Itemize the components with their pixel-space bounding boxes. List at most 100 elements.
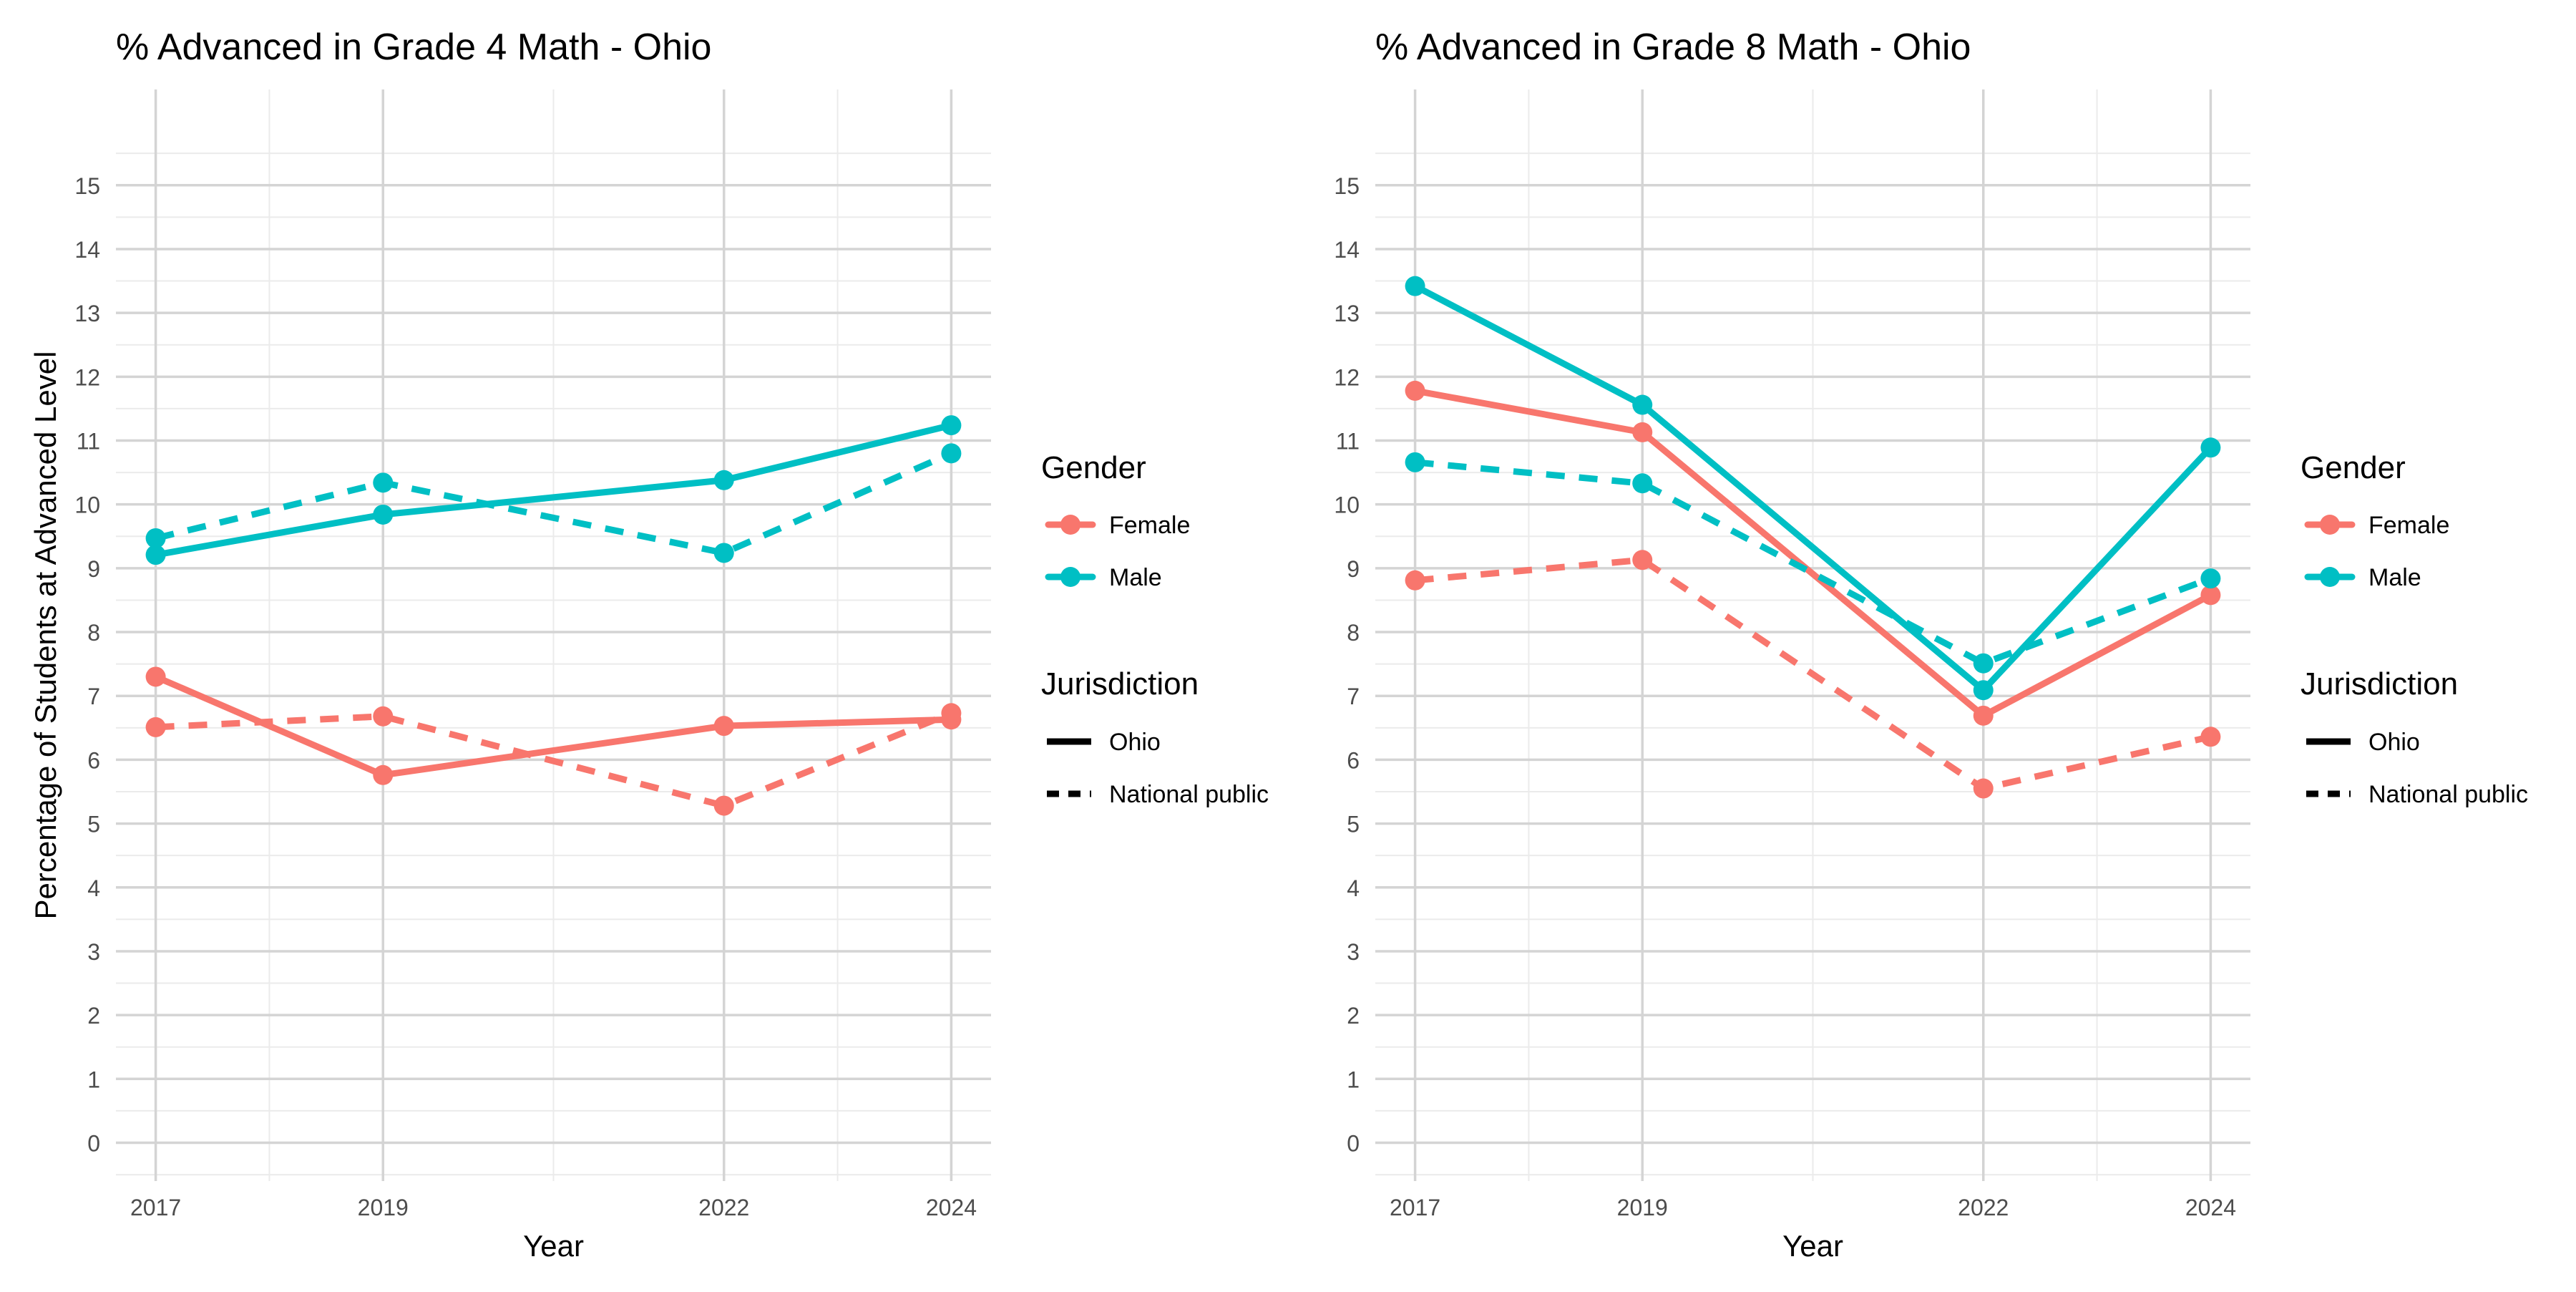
- series-line-male-national-public: [1415, 459, 2212, 667]
- y-tick-label: 12: [74, 364, 100, 390]
- data-point: [373, 504, 394, 525]
- y-tick-label: 6: [1347, 747, 1360, 773]
- x-axis-label: Year: [523, 1229, 584, 1263]
- data-point: [1973, 778, 1994, 799]
- data-point: [1632, 422, 1653, 442]
- data-point: [1632, 550, 1653, 570]
- x-tick-label: 2019: [358, 1195, 409, 1220]
- series-line-female-national-public: [1415, 556, 2212, 792]
- legend-item-male: Male: [2368, 564, 2421, 591]
- data-point: [1405, 452, 1425, 472]
- legend-title-jurisdiction: Jurisdiction: [2301, 666, 2458, 701]
- x-tick-label: 2022: [698, 1195, 749, 1220]
- y-tick-label: 14: [74, 237, 100, 263]
- y-axis-label: Percentage of Students at Advanced Level: [29, 351, 62, 920]
- legend-item-female: Female: [2368, 512, 2449, 539]
- data-point: [941, 703, 962, 724]
- data-point: [1632, 473, 1653, 494]
- y-tick-label: 1: [1347, 1067, 1360, 1092]
- legend-item-national-public: National public: [1109, 781, 1269, 808]
- data-point: [713, 470, 734, 490]
- data-point: [145, 666, 166, 687]
- y-tick-label: 11: [1336, 428, 1360, 454]
- legend-key-point: [2320, 515, 2340, 535]
- data-point: [1405, 570, 1425, 591]
- data-point: [1405, 276, 1425, 296]
- y-tick-label: 4: [1347, 875, 1360, 901]
- legend-item-male: Male: [1109, 564, 1162, 591]
- chart-title: % Advanced in Grade 4 Math - Ohio: [116, 26, 711, 68]
- x-tick-label: 2019: [1617, 1195, 1668, 1220]
- data-point: [145, 545, 166, 565]
- y-tick-label: 8: [87, 620, 100, 646]
- legend-title-jurisdiction: Jurisdiction: [1041, 666, 1199, 701]
- x-tick-label: 2022: [1958, 1195, 2009, 1220]
- series-line-female-national-public: [155, 710, 953, 810]
- data-point: [713, 716, 734, 737]
- data-point: [373, 472, 394, 493]
- y-tick-label: 14: [1334, 237, 1360, 263]
- series-line-male-national-public: [155, 450, 953, 556]
- data-point: [1632, 394, 1653, 415]
- y-tick-label: 13: [1334, 301, 1360, 326]
- data-point: [2200, 437, 2221, 458]
- chart-title: % Advanced in Grade 8 Math - Ohio: [1375, 26, 1971, 68]
- data-point: [941, 443, 962, 464]
- data-point: [941, 415, 962, 436]
- data-point: [713, 795, 734, 816]
- data-point: [373, 706, 394, 727]
- y-tick-label: 5: [87, 812, 100, 837]
- y-tick-label: 10: [1334, 492, 1360, 518]
- legend-title-gender: Gender: [1041, 450, 1146, 485]
- x-tick-label: 2024: [926, 1195, 977, 1220]
- legend-item-ohio: Ohio: [1109, 729, 1161, 756]
- legend-title-gender: Gender: [2301, 450, 2406, 485]
- y-tick-label: 12: [1334, 364, 1360, 390]
- y-tick-label: 11: [77, 428, 100, 454]
- y-tick-label: 13: [74, 301, 100, 326]
- y-tick-label: 0: [1347, 1130, 1360, 1156]
- series-line-male-ohio: [1412, 283, 2214, 694]
- y-tick-label: 0: [87, 1130, 100, 1156]
- y-tick-label: 8: [1347, 620, 1360, 646]
- data-point: [2200, 568, 2221, 589]
- y-tick-label: 5: [1347, 812, 1360, 837]
- data-point: [1973, 680, 1994, 701]
- data-point: [1973, 705, 1994, 726]
- y-tick-label: 9: [1347, 556, 1360, 582]
- data-point: [145, 528, 166, 548]
- y-tick-label: 15: [1334, 173, 1360, 199]
- x-axis-label: Year: [1782, 1229, 1843, 1263]
- y-tick-label: 3: [87, 939, 100, 965]
- data-point: [145, 717, 166, 737]
- legend-key-point: [1060, 567, 1080, 587]
- data-point: [1405, 380, 1425, 401]
- series-line-male-ohio: [152, 422, 955, 558]
- legend-key-point: [1060, 515, 1080, 535]
- x-tick-label: 2017: [1390, 1195, 1440, 1220]
- y-tick-label: 9: [87, 556, 100, 582]
- y-tick-label: 2: [1347, 1003, 1360, 1029]
- legend-key-point: [2320, 567, 2340, 587]
- y-tick-label: 10: [74, 492, 100, 518]
- legend-item-ohio: Ohio: [2368, 729, 2420, 756]
- y-tick-label: 6: [87, 747, 100, 773]
- y-tick-label: 4: [87, 875, 100, 901]
- series-line-female-ohio: [1412, 387, 2214, 719]
- legend: Gender Female Male Jurisdiction Ohio National…: [1041, 450, 1269, 808]
- legend-item-female: Female: [1109, 512, 1190, 539]
- y-tick-label: 7: [1347, 684, 1360, 709]
- legend-item-national-public: National public: [2368, 781, 2528, 808]
- x-tick-label: 2017: [130, 1195, 181, 1220]
- legend: Gender Female Male Jurisdiction Ohio National…: [2301, 450, 2528, 808]
- data-point: [713, 543, 734, 563]
- data-point: [2200, 585, 2221, 606]
- data-point: [373, 764, 394, 785]
- data-point: [2200, 727, 2221, 747]
- series-line-female-ohio: [152, 673, 955, 779]
- y-tick-label: 3: [1347, 939, 1360, 965]
